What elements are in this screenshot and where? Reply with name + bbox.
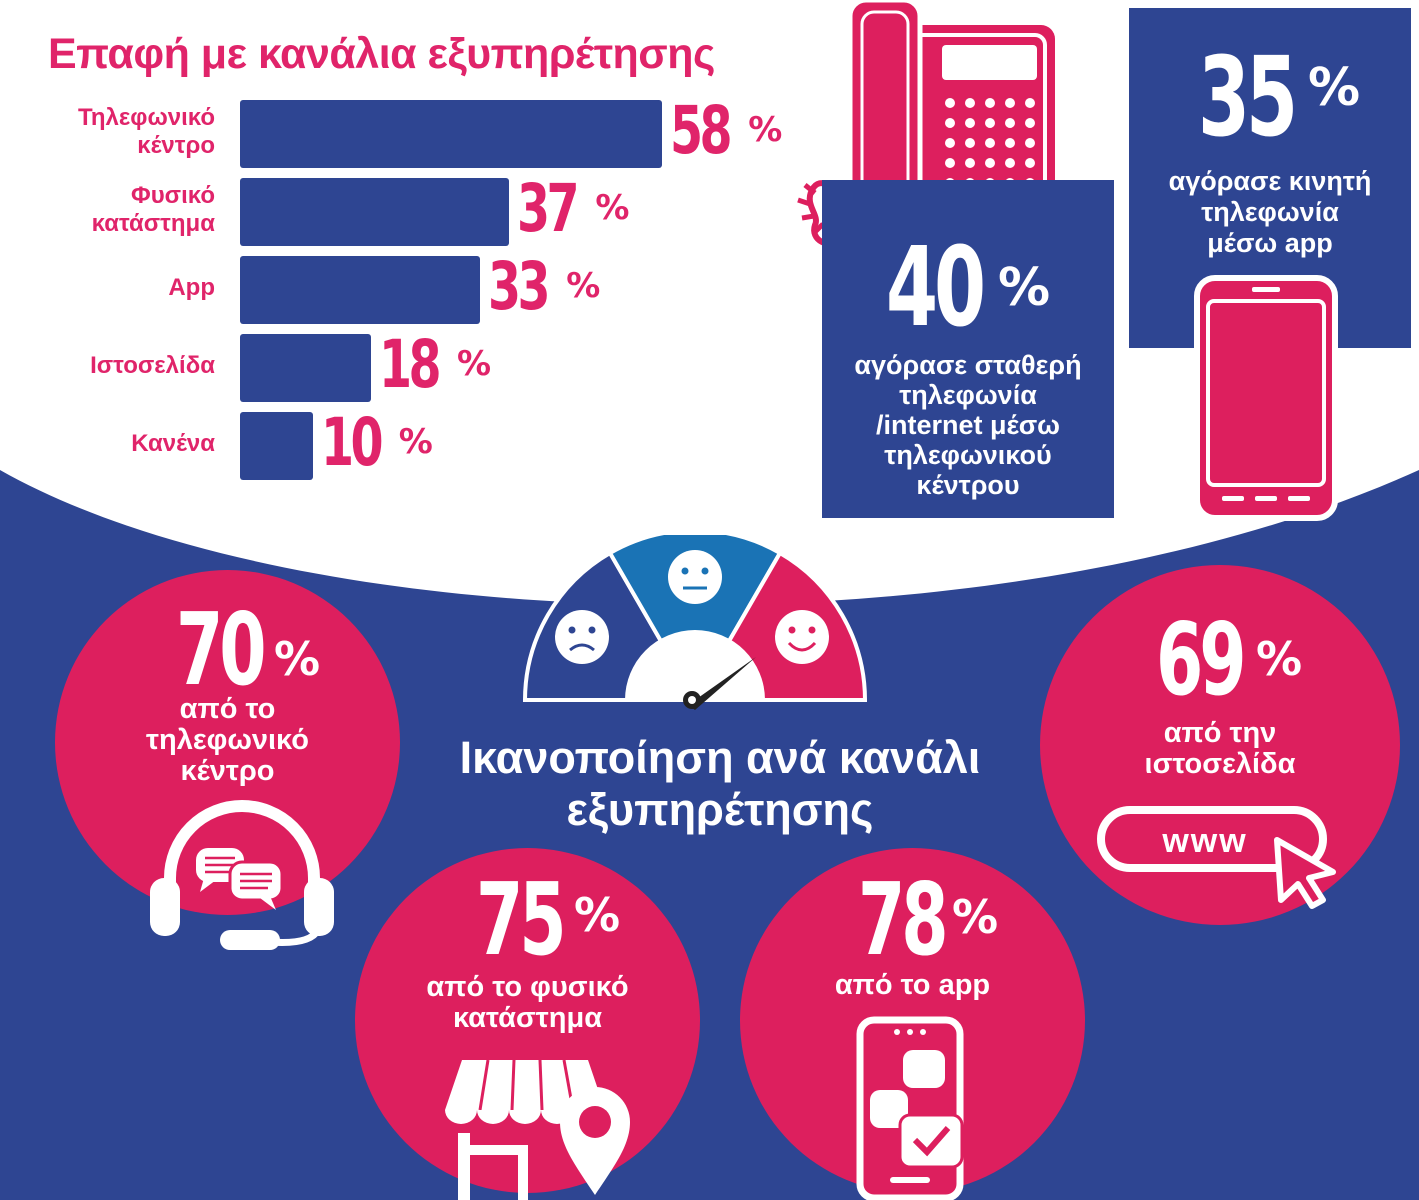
store-text: από το φυσικό κατάστημα: [426, 971, 629, 1034]
call-center-text: από το τηλεφωνικό κέντρο: [146, 693, 309, 787]
contact-bar-chart: Τηλεφωνικό κέντρο 58% Φυσικό κατάστημα 37% App…: [0, 0, 1419, 500]
location-pin-icon: [560, 1087, 630, 1195]
app-value: 78 %: [858, 861, 999, 978]
bar-value-label: 33%: [488, 248, 601, 325]
bar-value-label: 37%: [517, 170, 630, 247]
bar-category-label: Τηλεφωνικό κέντρο: [78, 104, 215, 159]
bar-value-label: 18%: [379, 326, 492, 403]
bar: [240, 178, 510, 246]
bar: [240, 334, 372, 402]
store-value: 75 %: [476, 861, 621, 978]
app-phone-icon: [856, 1016, 964, 1200]
fixed-purchase-text: αγόρασε σταθερή τηλεφωνία /internet μέσω…: [854, 350, 1082, 500]
mobile-purchase-text: αγόρασε κινητή τηλεφωνία μέσω app: [1168, 166, 1372, 258]
bar-value-label: 10%: [320, 404, 433, 481]
chart-title: Επαφή με κανάλια εξυπηρέτησης: [48, 30, 715, 78]
call-center-value: 70 %: [176, 591, 321, 708]
mobile-purchase-value: 35 %: [1198, 33, 1361, 161]
bar-category-label: App: [168, 274, 215, 301]
website-text: από την ιστοσελίδα: [1144, 717, 1296, 780]
bar: [240, 412, 313, 480]
website-value: 69 %: [1156, 601, 1303, 718]
smartphone-icon: [1194, 275, 1338, 521]
bar-category-label: Κανένα: [131, 430, 215, 457]
fixed-purchase-box: [822, 180, 1114, 518]
satisfaction-gauge-icon: [522, 535, 868, 710]
bar: [240, 256, 481, 324]
headset-icon: [150, 800, 334, 950]
satisfaction-title: Ικανοποίηση ανά κανάλι εξυπηρέτησης: [459, 732, 981, 835]
www-cursor-icon: www: [1097, 806, 1336, 909]
www-label: www: [1161, 822, 1247, 860]
bar: [240, 100, 663, 168]
store-circle: [355, 848, 700, 1193]
bar-value-label: 58%: [670, 92, 783, 169]
bar-category-label: Ιστοσελίδα: [90, 352, 215, 379]
bar-category-label: Φυσικό κατάστημα: [91, 182, 215, 237]
app-text: από το app: [834, 969, 991, 1001]
fixed-purchase-value: 40 %: [886, 223, 1051, 351]
